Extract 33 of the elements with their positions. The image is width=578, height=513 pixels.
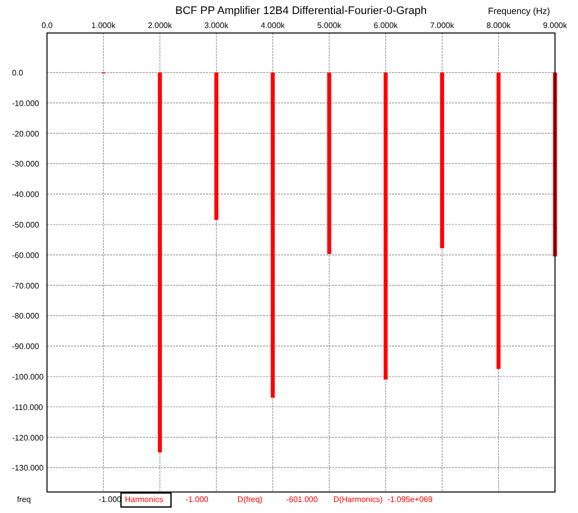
x-tick-label: 3.000k bbox=[204, 21, 230, 30]
x-tick-label: 8.000k bbox=[486, 21, 512, 30]
x-tick-label: 6.000k bbox=[374, 21, 399, 30]
y-tick-label: -90.000 bbox=[12, 342, 40, 352]
x-tick-label: 9.000k bbox=[542, 21, 568, 30]
y-tick-label: -40.000 bbox=[12, 190, 40, 200]
y-tick-label: -110.000 bbox=[12, 402, 44, 412]
x-tick-label: 1.000k bbox=[91, 21, 116, 30]
y-tick-label: -70.000 bbox=[12, 281, 40, 290]
text: D(freq) bbox=[238, 495, 263, 504]
x-axis-title: Frequency (Hz) bbox=[488, 6, 550, 16]
y-tick-label: -60.000 bbox=[12, 250, 40, 260]
text: freq bbox=[17, 495, 31, 504]
y-tick-label: -80.000 bbox=[12, 312, 40, 321]
y-tick-label: -130.000 bbox=[12, 464, 44, 473]
y-tick-label: -120.000 bbox=[12, 433, 44, 442]
x-tick-label: 0.0 bbox=[41, 21, 54, 30]
text: -601.000 bbox=[286, 495, 318, 504]
text: -1.095e+069 bbox=[387, 495, 434, 504]
text: -1.000 bbox=[186, 495, 209, 504]
x-tick-label: 5.000k bbox=[317, 21, 342, 30]
chart-title: BCF PP Amplifier 12B4 Differential-Fourier-0-Graph bbox=[175, 5, 427, 17]
text: D(Harmonics) bbox=[333, 495, 383, 504]
x-tick-label: 2.000k bbox=[148, 21, 173, 30]
y-tick-label: -100.000 bbox=[12, 372, 44, 382]
x-tick-label: 4.000k bbox=[260, 21, 286, 30]
x-tick-label: 7.000k bbox=[430, 21, 456, 30]
y-tick-label: -30.000 bbox=[12, 160, 40, 169]
y-tick-label: -10.000 bbox=[12, 98, 40, 108]
y-tick-label: -20.000 bbox=[12, 129, 40, 138]
y-tick-label: 0.0 bbox=[12, 68, 24, 78]
y-tick-label: -50.000 bbox=[12, 220, 40, 230]
text: Harmonics bbox=[124, 495, 164, 504]
